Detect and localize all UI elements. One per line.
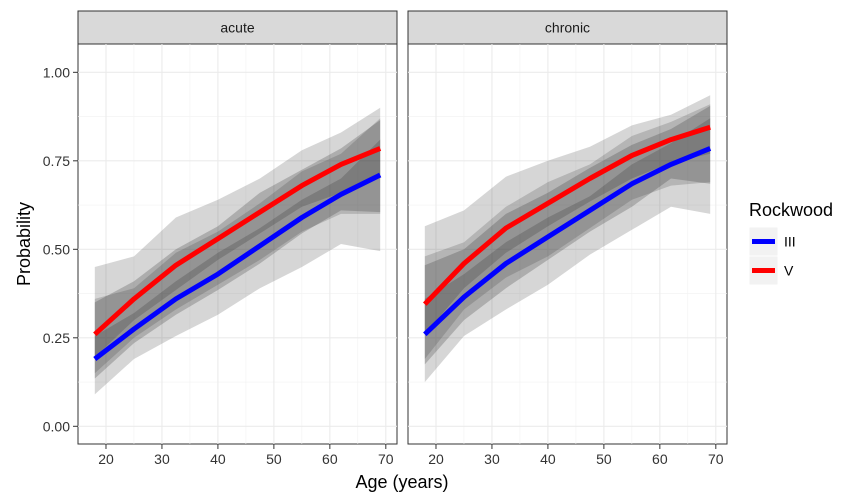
x-tick-label: 70 (378, 451, 394, 467)
grid-chronic (408, 44, 727, 444)
x-tick-label: 70 (708, 451, 724, 467)
strip-chronic (407, 10, 728, 45)
x-tick-label: 20 (98, 451, 114, 467)
x-tick-label: 30 (484, 451, 500, 467)
x-tick-label: 60 (322, 451, 338, 467)
y-axis: 0.00 0.25 0.50 0.75 1.00 (43, 64, 78, 434)
x-axis-title: Age (years) (355, 472, 448, 492)
x-axis: 20 30 40 50 60 70 20 30 40 50 60 70 (98, 444, 724, 467)
panel-chronic: chronic (407, 10, 728, 445)
legend-label-v: V (784, 263, 794, 279)
y-tick-label: 1.00 (43, 64, 70, 80)
strip-label-chronic: chronic (545, 20, 590, 36)
x-tick-label: 30 (154, 451, 170, 467)
series-line-iii-chronic (423, 146, 712, 337)
plot-area-acute (77, 43, 398, 445)
x-tick-label: 40 (540, 451, 556, 467)
legend: Rockwood III V (748, 200, 833, 286)
plot-area-chronic (407, 43, 728, 445)
series-line-iii-acute (93, 172, 382, 361)
y-axis-title: Probability (14, 202, 34, 286)
x-tick-label: 60 (652, 451, 668, 467)
ci-band-outer-iii-acute (94, 118, 381, 395)
ci-band-inner-v-chronic (424, 105, 711, 335)
x-tick-label: 50 (266, 451, 282, 467)
x-tick-label: 40 (210, 451, 226, 467)
series-line-v-chronic (422, 124, 711, 306)
ci-band-outer-iii-chronic (424, 104, 711, 383)
x-tick-label: 50 (596, 451, 612, 467)
legend-label-iii: III (784, 234, 796, 250)
x-tick-label: 20 (428, 451, 444, 467)
strip-label-acute: acute (220, 20, 254, 36)
legend-title: Rockwood (749, 200, 833, 220)
y-tick-label: 0.00 (43, 418, 70, 434)
y-tick-label: 0.50 (43, 241, 70, 257)
panel-acute: acute (77, 10, 398, 445)
y-tick-label: 0.25 (43, 330, 70, 346)
strip-acute (77, 10, 398, 45)
lines-acute (93, 146, 382, 361)
grid-acute (78, 44, 397, 444)
lines-chronic (422, 124, 712, 337)
y-tick-label: 0.75 (43, 153, 70, 169)
series-line-v-acute (93, 146, 382, 337)
